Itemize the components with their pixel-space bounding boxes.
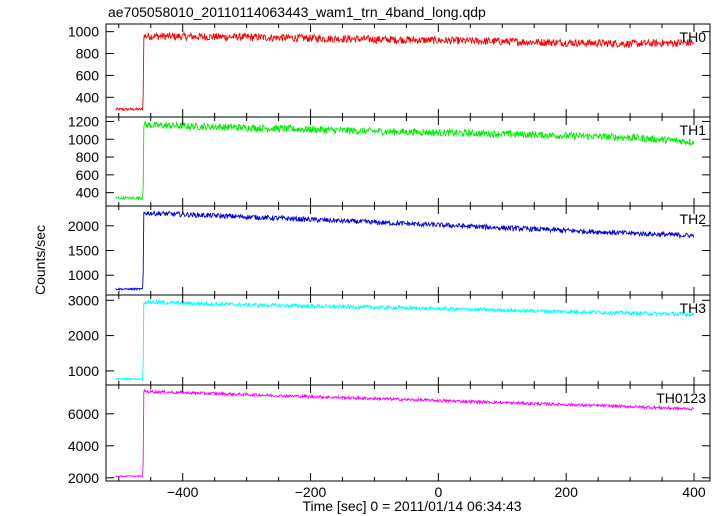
series-label-th1: TH1 — [680, 122, 707, 138]
x-tick-label: 400 — [682, 484, 706, 500]
y-tick-label: 1000 — [68, 131, 99, 147]
x-tick-label: 0 — [434, 484, 442, 500]
y-tick-label: 3000 — [68, 292, 99, 308]
y-tick-label: 2000 — [68, 218, 99, 234]
y-tick-label: 800 — [76, 46, 100, 62]
y-tick-label: 6000 — [68, 406, 99, 422]
panel-frame — [105, 205, 711, 296]
y-tick-label: 1000 — [68, 24, 99, 40]
y-tick-label: 4000 — [68, 438, 99, 454]
x-tick-label: −200 — [295, 484, 327, 500]
panel-frame — [105, 384, 711, 482]
y-tick-label: 400 — [76, 185, 100, 201]
y-tick-label: 1000 — [68, 267, 99, 283]
y-tick-label: 1500 — [68, 243, 99, 259]
y-tick-label: 600 — [76, 67, 100, 83]
y-tick-label: 2000 — [68, 328, 99, 344]
series-label-th2: TH2 — [680, 211, 707, 227]
series-label-th3: TH3 — [680, 300, 707, 316]
y-tick-label: 1200 — [68, 113, 99, 129]
y-tick-label: 1000 — [68, 363, 99, 379]
chart-title: ae705058010_20110114063443_wam1_trn_4ban… — [108, 4, 486, 20]
panel-frame — [105, 116, 711, 207]
y-tick-label: 2000 — [68, 470, 99, 486]
series-label-th0: TH0 — [680, 29, 707, 45]
y-tick-label: 600 — [76, 167, 100, 183]
y-tick-label: 800 — [76, 149, 100, 165]
x-tick-label: −400 — [167, 484, 199, 500]
series-line-th3 — [115, 298, 695, 382]
series-line-th2 — [115, 210, 695, 292]
y-tick-label: 400 — [76, 89, 100, 105]
series-line-th1 — [115, 120, 695, 201]
x-tick-label: 200 — [555, 484, 579, 500]
series-line-th0123 — [115, 388, 695, 478]
series-line-th0 — [115, 30, 695, 112]
x-axis-label: Time [sec] 0 = 2011/01/14 06:34:43 — [302, 498, 522, 514]
series-label-th0123: TH0123 — [656, 390, 706, 406]
